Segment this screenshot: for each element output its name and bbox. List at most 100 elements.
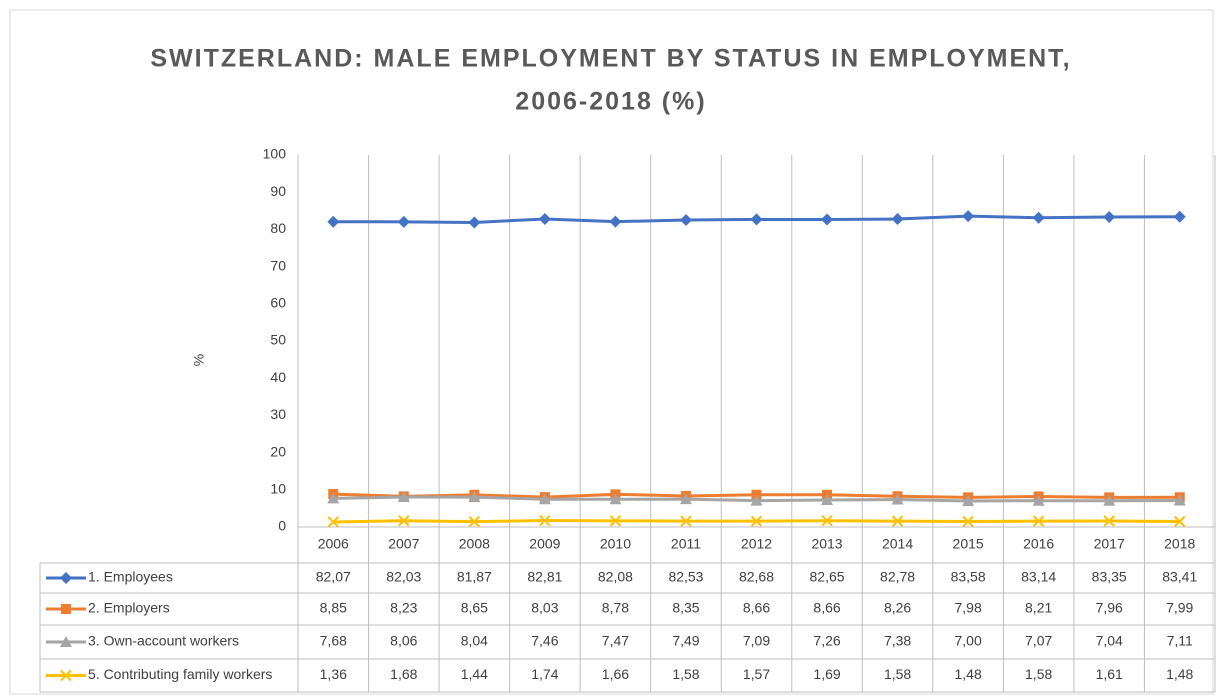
marker [1032,211,1045,224]
marker [398,515,410,527]
marker [327,492,340,504]
marker [1174,515,1186,528]
table-cell: 82,78 [880,569,915,585]
table-cell: 7,09 [743,633,770,649]
marker [1103,210,1116,223]
marker [679,493,692,505]
chart-title: SWITZERLAND: MALE EMPLOYMENT BY STATUS I… [150,45,1071,73]
marker [609,215,622,228]
marker [1032,494,1045,506]
table-cell: 7,49 [672,633,699,649]
marker [962,494,975,506]
y-tick-label: 70 [270,257,286,273]
legend-label: 5. Contributing family workers [88,666,272,682]
marker [397,215,410,228]
marker [962,515,974,528]
marker [1173,494,1186,506]
marker [539,514,551,527]
y-tick-label: 40 [270,369,286,385]
table-cell: 1,69 [813,666,840,682]
table-cell: 7,26 [813,633,840,649]
table-cell: 83,58 [951,569,986,585]
x-tick-label: 2016 [1023,536,1054,552]
marker [679,213,692,226]
marker [891,515,904,527]
marker [60,572,72,584]
x-tick-label: 2006 [318,536,349,552]
marker [327,516,339,528]
marker [538,493,551,505]
marker [891,213,904,226]
table-cell: 7,96 [1096,600,1123,616]
table-cell: 82,08 [598,569,633,585]
table-cell: 8,35 [672,600,699,616]
marker [821,213,834,226]
table-cell: 82,68 [739,569,774,585]
table-cell: 82,07 [316,569,351,585]
table-cell: 81,87 [457,569,492,585]
y-tick-label: 30 [270,406,286,422]
table-cell: 7,00 [954,633,981,649]
x-tick-label: 2010 [600,536,631,552]
table-cell: 1,57 [743,666,770,682]
table-cell: 8,26 [884,600,911,616]
y-axis-label: % [191,354,207,366]
marker [61,604,71,614]
table-cell: 8,06 [390,633,417,649]
x-tick-label: 2008 [459,536,490,552]
marker [962,210,975,223]
table-cell: 83,41 [1162,569,1197,585]
x-tick-label: 2007 [388,536,419,552]
table-cell: 1,36 [320,666,347,682]
table-cell: 82,81 [527,569,562,585]
table-cell: 1,48 [954,666,981,682]
table-cell: 83,35 [1092,569,1127,585]
chart-title: 2006-2018 (%) [515,88,706,116]
x-tick-label: 2018 [1164,536,1195,552]
legend-label: 2. Employers [88,600,170,616]
table-cell: 83,14 [1021,569,1056,585]
table-cell: 7,47 [602,633,629,649]
table-cell: 1,58 [672,666,699,682]
y-tick-label: 100 [263,146,287,162]
y-tick-label: 90 [270,183,286,199]
x-tick-label: 2009 [529,536,560,552]
marker [1103,494,1116,506]
marker [750,515,763,527]
x-tick-label: 2013 [811,536,842,552]
y-tick-label: 60 [270,295,286,311]
table-cell: 7,98 [954,600,981,616]
marker [468,216,481,229]
table-cell: 7,68 [320,633,347,649]
marker [1173,210,1186,223]
legend-label: 1. Employees [88,569,173,585]
y-tick-label: 20 [270,443,286,459]
table-cell: 8,04 [461,633,488,649]
x-tick-label: 2017 [1094,536,1125,552]
marker [821,515,833,527]
table-cell: 82,65 [810,569,845,585]
table-cell: 82,53 [668,569,703,585]
table-cell: 7,46 [531,633,558,649]
marker [327,215,340,228]
table-cell: 8,23 [390,600,417,616]
marker [538,212,551,225]
x-tick-label: 2014 [882,536,913,552]
marker [609,493,622,505]
table-cell: 7,04 [1096,633,1123,649]
marker [1103,515,1115,527]
table-cell: 7,38 [884,633,911,649]
table-cell: 1,58 [1025,666,1052,682]
table-cell: 8,03 [531,600,558,616]
marker [468,491,481,503]
table-cell: 8,78 [602,600,629,616]
table-cell: 7,11 [1167,633,1193,649]
marker [397,491,410,503]
marker [821,493,834,505]
marker [891,493,904,505]
y-tick-label: 50 [270,332,286,348]
table-cell: 1,66 [602,666,629,682]
y-tick-label: 0 [278,518,286,534]
table-cell: 8,85 [320,600,347,616]
